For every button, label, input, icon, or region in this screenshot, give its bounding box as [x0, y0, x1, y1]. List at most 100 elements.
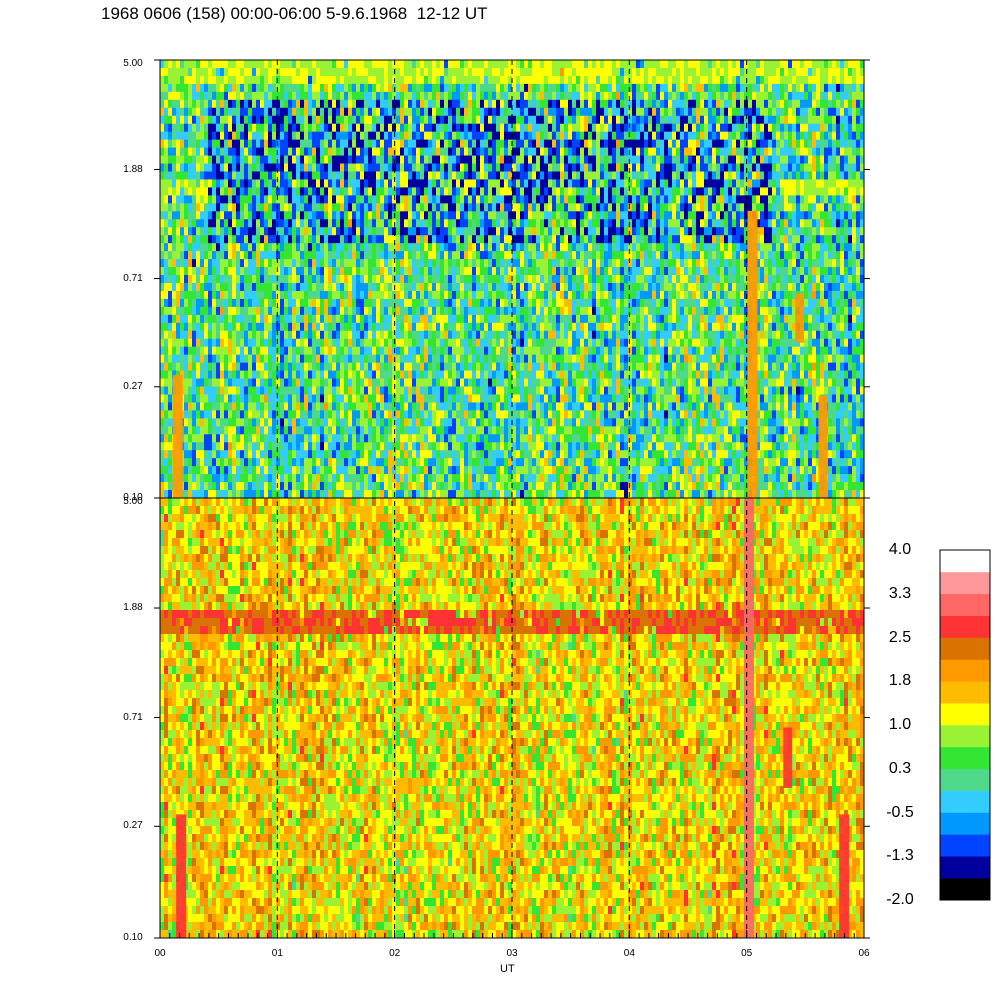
heatmap-cell	[408, 298, 413, 308]
heatmap-cell	[160, 370, 165, 379]
heatmap-cell	[264, 290, 269, 300]
heatmap-cell	[228, 314, 233, 324]
heatmap-cell	[196, 60, 201, 69]
heatmap-cell	[512, 235, 517, 244]
heatmap-cell	[212, 474, 217, 483]
heatmap-cell	[252, 235, 257, 244]
heatmap-cell	[204, 187, 209, 196]
heatmap-cell	[416, 370, 421, 379]
heatmap-cell	[272, 131, 277, 141]
heatmap-cell	[252, 107, 257, 117]
heatmap-cell	[388, 147, 393, 156]
heatmap-cell	[200, 410, 205, 419]
heatmap-cell	[348, 410, 353, 419]
heatmap-cell	[208, 410, 213, 419]
heatmap-cell	[332, 171, 337, 180]
heatmap-cell	[172, 275, 177, 284]
heatmap-cell	[452, 211, 457, 220]
heatmap-cell	[468, 442, 473, 451]
heatmap-cell	[212, 386, 217, 395]
heatmap-cell	[192, 259, 197, 268]
heatmap-cell	[328, 290, 333, 300]
heatmap-cell	[232, 107, 237, 117]
heatmap-cell	[396, 290, 401, 300]
heatmap-cell	[224, 195, 229, 204]
heatmap-cell	[232, 195, 237, 204]
heatmap-cell	[376, 235, 381, 244]
heatmap-cell	[476, 370, 481, 379]
heatmap-cell	[352, 442, 357, 451]
heatmap-cell	[476, 282, 481, 292]
heatmap-cell	[388, 91, 393, 101]
heatmap-cell	[456, 362, 461, 371]
heatmap-cell	[484, 282, 489, 292]
heatmap-cell	[464, 370, 469, 379]
heatmap-cell	[460, 282, 465, 292]
heatmap-cell	[380, 450, 385, 459]
heatmap-cell	[444, 147, 449, 156]
heatmap-cell	[356, 386, 361, 395]
heatmap-cell	[276, 155, 281, 164]
heatmap-cell	[368, 474, 373, 483]
heatmap-cell	[440, 450, 445, 459]
heatmap-cell	[388, 67, 393, 77]
heatmap-cell	[492, 426, 497, 435]
heatmap-cell	[508, 187, 513, 196]
heatmap-cell	[160, 91, 165, 101]
heatmap-cell	[360, 306, 365, 316]
heatmap-cell	[296, 155, 301, 164]
heatmap-cell	[468, 306, 473, 316]
heatmap-cell	[408, 235, 413, 244]
heatmap-cell	[200, 330, 205, 340]
heatmap-cell	[328, 163, 333, 172]
heatmap-cell	[312, 219, 317, 228]
heatmap-cell	[468, 346, 473, 356]
heatmap-cell	[428, 251, 433, 260]
heatmap-cell	[344, 75, 349, 85]
heatmap-cell	[388, 474, 393, 483]
heatmap-cell	[320, 211, 325, 220]
heatmap-cell	[312, 442, 317, 451]
heatmap-cell	[160, 163, 165, 172]
heatmap-cell	[372, 203, 377, 212]
heatmap-cell	[484, 314, 489, 324]
heatmap-cell	[440, 466, 445, 475]
heatmap-cell	[204, 338, 209, 348]
heatmap-cell	[384, 139, 389, 148]
heatmap-cell	[196, 402, 201, 411]
heatmap-cell	[292, 211, 297, 220]
heatmap-cell	[352, 450, 357, 459]
heatmap-cell	[376, 306, 381, 316]
heatmap-cell	[520, 195, 525, 204]
heatmap-cell	[352, 474, 357, 483]
heatmap-cell	[316, 195, 321, 204]
heatmap-cell	[428, 131, 433, 141]
heatmap-cell	[316, 426, 321, 435]
heatmap-cell	[264, 67, 269, 77]
heatmap-cell	[488, 386, 493, 395]
heatmap-cell	[276, 203, 281, 212]
heatmap-cell	[192, 227, 197, 236]
heatmap-cell	[432, 259, 437, 268]
heatmap-cell	[492, 290, 497, 300]
heatmap-cell	[460, 394, 465, 403]
heatmap-cell	[484, 298, 489, 308]
heatmap-cell	[448, 227, 453, 236]
heatmap-cell	[280, 211, 285, 220]
heatmap-cell	[380, 362, 385, 371]
heatmap-cell	[220, 290, 225, 300]
heatmap-cell	[312, 450, 317, 459]
heatmap-cell	[164, 442, 169, 451]
heatmap-cell	[332, 282, 337, 292]
heatmap-cell	[476, 386, 481, 395]
heatmap-cell	[376, 474, 381, 483]
heatmap-cell	[264, 227, 269, 236]
heatmap-cell	[304, 163, 309, 172]
heatmap-cell	[236, 290, 241, 300]
heatmap-cell	[320, 346, 325, 356]
heatmap-cell	[436, 227, 441, 236]
heatmap-cell	[348, 282, 353, 292]
heatmap-cell	[472, 434, 477, 443]
heatmap-cell	[396, 243, 401, 252]
heatmap-cell	[272, 267, 277, 276]
